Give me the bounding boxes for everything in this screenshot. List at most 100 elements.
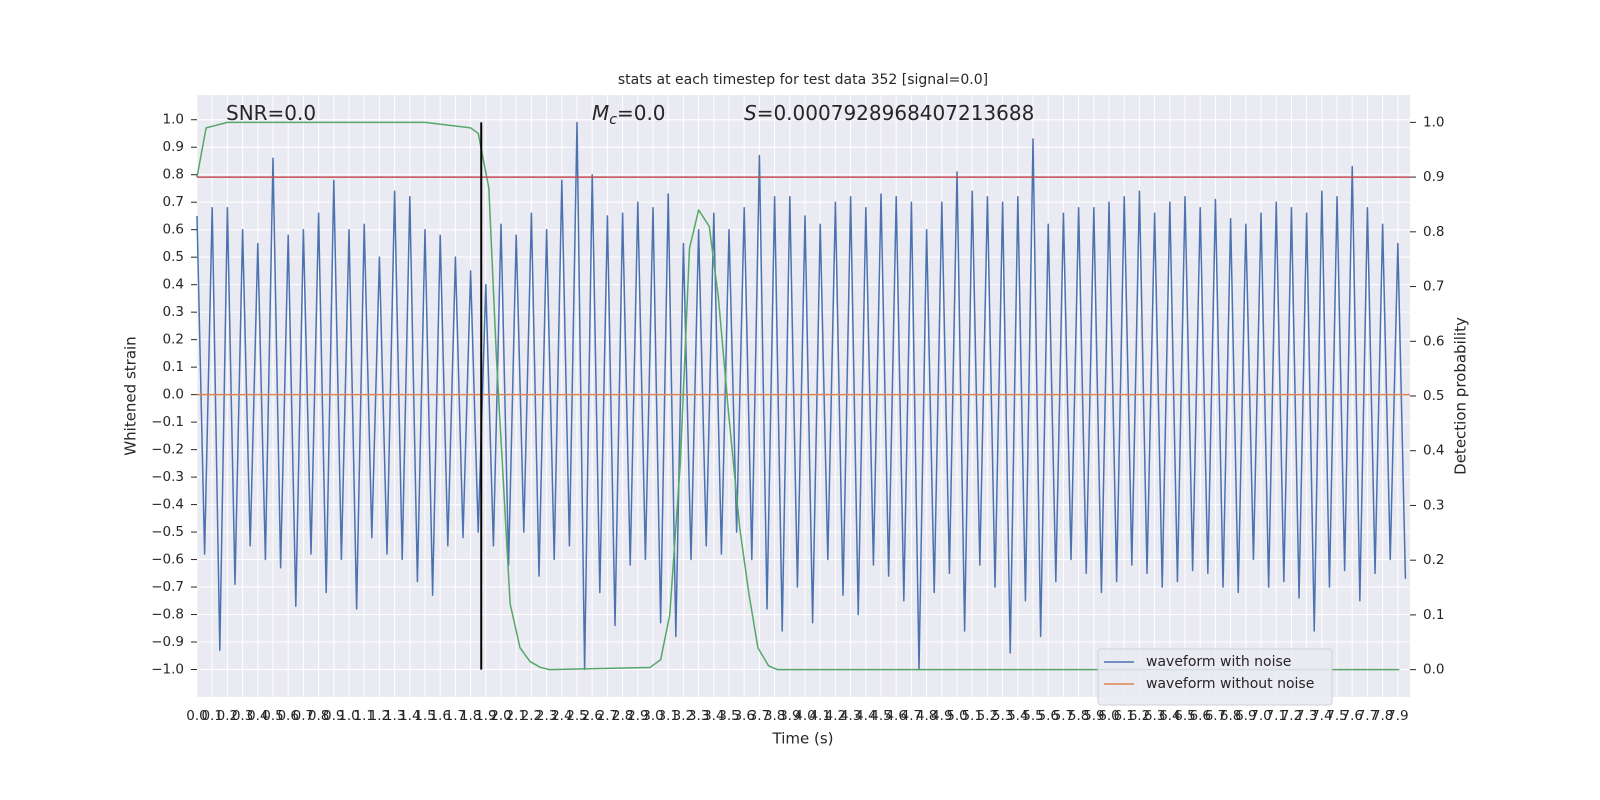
- y2-tick-label: 0.1: [1423, 607, 1444, 623]
- y2-tick-label: 0.9: [1423, 169, 1444, 185]
- x-tick-label: 6.4: [1159, 708, 1180, 724]
- x-tick-label: 1.3: [384, 708, 405, 724]
- y-tick-label: −0.9: [151, 634, 184, 650]
- y-tick-label: −0.8: [151, 607, 184, 623]
- x-tick-label: 3.5: [718, 708, 739, 724]
- x-tick-label: 2.6: [581, 708, 602, 724]
- x-tick-label: 5.0: [946, 708, 967, 724]
- y2-tick-label: 1.0: [1423, 114, 1444, 130]
- x-tick-label: 5.3: [992, 708, 1013, 724]
- x-tick-label: 3.2: [673, 708, 694, 724]
- x-tick-label: 2.4: [551, 708, 572, 724]
- x-tick-label: 3.7: [749, 708, 770, 724]
- x-tick-label: 1.4: [399, 708, 420, 724]
- annotation-text: SNR=0.0: [226, 101, 316, 125]
- y-tick-label: 0.0: [163, 387, 184, 403]
- x-tick-label: 7.0: [1250, 708, 1271, 724]
- y-tick-label: −0.7: [151, 579, 184, 595]
- x-tick-label: 6.7: [1205, 708, 1226, 724]
- x-tick-label: 2.9: [627, 708, 648, 724]
- x-tick-label: 6.3: [1144, 708, 1165, 724]
- x-tick-label: 4.1: [809, 708, 830, 724]
- x-tick-label: 6.5: [1174, 708, 1195, 724]
- annotation-text: =0.0: [617, 101, 666, 125]
- y2-tick-label: 0.5: [1423, 388, 1444, 404]
- annotation-text: =0.0007928968407213688: [757, 101, 1035, 125]
- x-tick-label: 7.6: [1341, 708, 1362, 724]
- x-tick-label: 5.7: [1053, 708, 1074, 724]
- y-tick-label: −1.0: [151, 662, 184, 678]
- x-tick-label: 7.2: [1281, 708, 1302, 724]
- x-tick-label: 2.2: [521, 708, 542, 724]
- x-tick-label: 6.1: [1113, 708, 1134, 724]
- y2-tick-label: 0.3: [1423, 497, 1444, 513]
- x-tick-label: 3.1: [657, 708, 678, 724]
- x-tick-label: 7.1: [1265, 708, 1286, 724]
- legend: waveform with noise waveform without nois…: [1097, 648, 1333, 706]
- x-tick-label: 4.5: [870, 708, 891, 724]
- y2-tick-label: 0.2: [1423, 552, 1444, 568]
- x-tick-label: 1.5: [414, 708, 435, 724]
- x-tick-label: 3.4: [703, 708, 724, 724]
- y-tick-label: 0.2: [163, 332, 184, 348]
- x-tick-label: 2.3: [536, 708, 557, 724]
- x-tick-label: 4.3: [840, 708, 861, 724]
- x-tick-label: 7.3: [1296, 708, 1317, 724]
- x-tick-label: 1.2: [369, 708, 390, 724]
- chart-title: stats at each timestep for test data 352…: [618, 72, 988, 88]
- y-tick-label: 1.0: [163, 112, 184, 128]
- y-tick-label: 0.5: [163, 249, 184, 265]
- x-tick-label: 6.6: [1189, 708, 1210, 724]
- marks: [196, 121, 1410, 671]
- y-tick-label: −0.2: [151, 442, 184, 458]
- x-tick-label: 5.1: [961, 708, 982, 724]
- x-tick-label: 4.8: [916, 708, 937, 724]
- annotation-symbol: M: [592, 101, 609, 125]
- x-tick-label: 3.3: [688, 708, 709, 724]
- x-tick-label: 7.9: [1387, 708, 1408, 724]
- x-tick-label: 4.6: [885, 708, 906, 724]
- x-tick-label: 6.8: [1220, 708, 1241, 724]
- x-tick-label: 4.2: [825, 708, 846, 724]
- x-tick-label: 2.8: [612, 708, 633, 724]
- x-tick-label: 0.6: [277, 708, 298, 724]
- x-tick-label: 0.0: [186, 708, 207, 724]
- x-tick-label: 3.0: [642, 708, 663, 724]
- y-tick-label: −0.4: [151, 497, 184, 513]
- x-tick-label: 2.7: [597, 708, 618, 724]
- x-tick-label: 0.4: [247, 708, 268, 724]
- x-tick-label: 4.7: [901, 708, 922, 724]
- x-tick-label: 0.9: [323, 708, 344, 724]
- x-tick-label: 1.9: [475, 708, 496, 724]
- y2-tick-label: 0.0: [1423, 662, 1444, 678]
- x-tick-label: 5.4: [1007, 708, 1028, 724]
- axes: 0.00.10.20.30.40.50.60.70.80.91.01.11.21…: [151, 112, 1444, 724]
- series-line: [196, 121, 1400, 671]
- x-tick-label: 0.7: [293, 708, 314, 724]
- y2-axis-label: Detection probability: [1452, 317, 1470, 475]
- series-line: [196, 121, 1407, 671]
- x-tick-label: 1.0: [338, 708, 359, 724]
- x-tick-label: 2.1: [505, 708, 526, 724]
- x-tick-label: 1.6: [429, 708, 450, 724]
- x-tick-label: 5.9: [1083, 708, 1104, 724]
- y2-tick-label: 0.6: [1423, 333, 1444, 349]
- x-tick-label: 1.8: [460, 708, 481, 724]
- legend-box: [1097, 648, 1333, 706]
- x-tick-label: 7.8: [1372, 708, 1393, 724]
- x-tick-label: 3.8: [764, 708, 785, 724]
- x-tick-label: 4.0: [794, 708, 815, 724]
- legend-label: waveform without noise: [1146, 676, 1314, 692]
- y-axis-label: Whitened strain: [122, 336, 140, 455]
- y-tick-label: −0.1: [151, 414, 184, 430]
- x-tick-label: 5.8: [1068, 708, 1089, 724]
- y-tick-label: 0.8: [163, 167, 184, 183]
- x-tick-label: 1.1: [353, 708, 374, 724]
- x-tick-label: 7.5: [1326, 708, 1347, 724]
- annotation: SNR=0.0: [226, 101, 316, 125]
- y2-tick-label: 0.8: [1423, 224, 1444, 240]
- y-tick-label: 0.6: [163, 222, 184, 238]
- legend-label: waveform with noise: [1146, 654, 1291, 670]
- x-tick-label: 5.5: [1022, 708, 1043, 724]
